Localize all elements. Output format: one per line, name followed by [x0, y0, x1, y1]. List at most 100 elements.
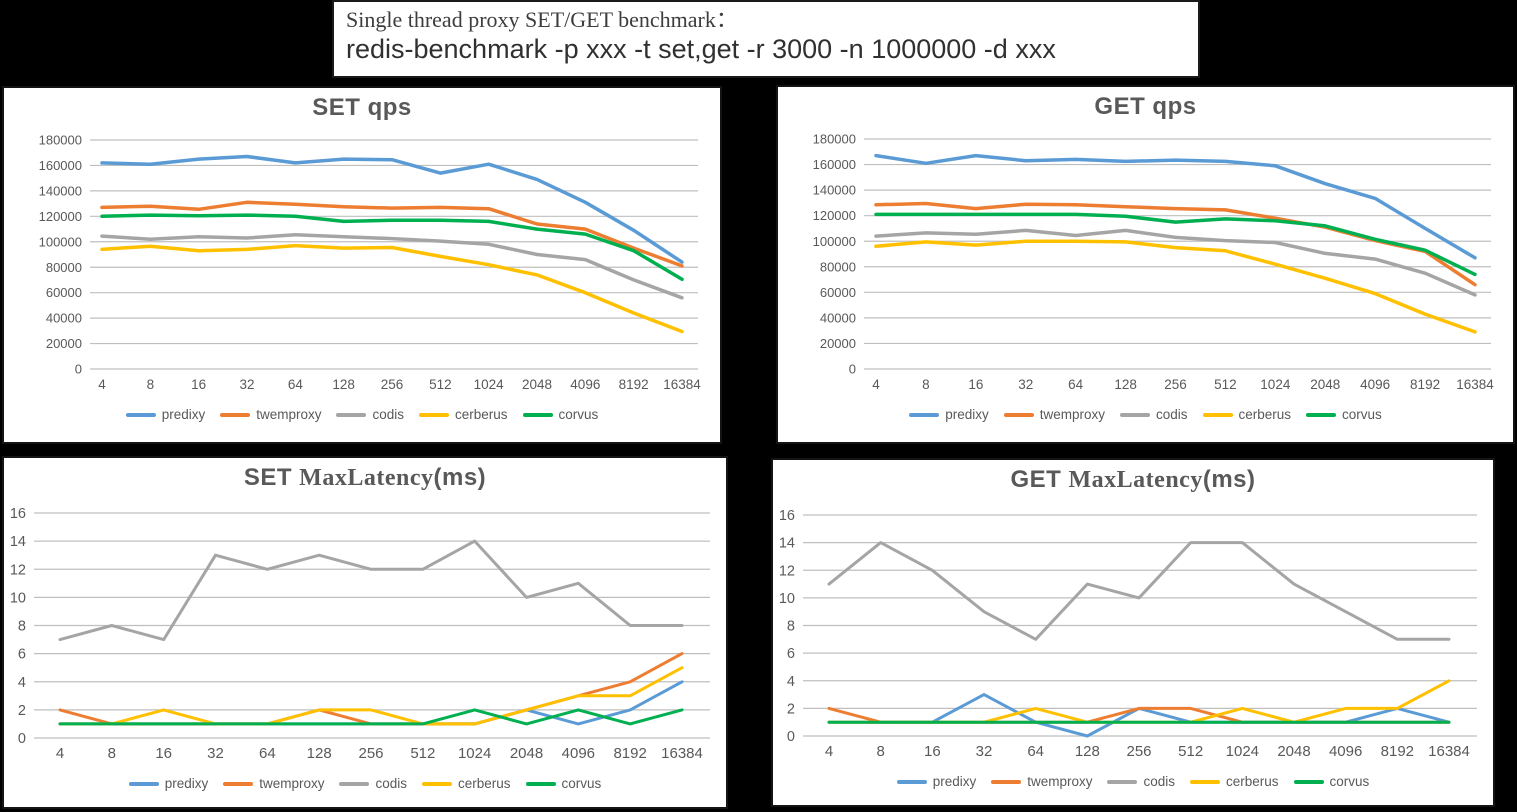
legend-swatch-corvus — [525, 781, 556, 786]
chart-title-segment: SET — [243, 464, 300, 491]
y-tick-label: 10 — [779, 591, 795, 607]
x-tick-label: 32 — [207, 745, 224, 762]
x-tick-label: 4 — [825, 743, 833, 760]
x-tick-label: 512 — [429, 377, 452, 392]
chart-get-qps: 0 20000 40000 60000 80000 100000 120000 140000 1… — [813, 132, 1495, 392]
y-tick-label: 4 — [787, 674, 795, 690]
legend-swatch-twemproxy — [223, 781, 254, 786]
x-tick-label: 512 — [1214, 377, 1237, 392]
legend-label: twemproxy — [259, 776, 325, 791]
chart-panel-get-maxlatency: GET MaxLatency(ms) predixy twemproxy codis… — [771, 458, 1495, 807]
chart-title-segment: GET qps — [1094, 93, 1197, 120]
legend-label: predixy — [945, 407, 989, 422]
legend-item-codis: codis — [339, 776, 407, 791]
y-tick-label: 80000 — [46, 260, 82, 275]
y-tick-label: 40000 — [46, 311, 82, 326]
x-tick-label: 64 — [1027, 743, 1044, 760]
x-tick-label: 8 — [147, 377, 155, 392]
chart-title-get-qps: GET qps — [778, 93, 1513, 121]
chart-panel-get-qps: GET qps predixy twemproxy codis cerberus cor… — [776, 85, 1515, 444]
y-tick-label: 14 — [10, 534, 26, 550]
y-tick-label: 12 — [10, 562, 26, 578]
x-tick-label: 8192 — [1410, 377, 1440, 392]
legend-item-codis: codis — [336, 407, 404, 422]
legend-label: cerberus — [455, 407, 508, 422]
legend-label: predixy — [161, 407, 206, 422]
y-tick-label: 16 — [10, 506, 26, 522]
legend-swatch-corvus — [1306, 412, 1337, 417]
x-tick-label: 4 — [98, 377, 106, 392]
legend-swatch-corvus — [1293, 779, 1324, 784]
legend-label: cerberus — [1238, 407, 1292, 422]
y-tick-label: 160000 — [813, 157, 856, 172]
legend-item-cerberus: cerberus — [1202, 407, 1292, 422]
legend-item-corvus: corvus — [1293, 774, 1370, 789]
chart-set-qps: 0 20000 40000 60000 80000 100000 120000 140000 1… — [39, 133, 702, 392]
series-line-codis — [58, 539, 684, 642]
legend-item-cerberus: cerberus — [419, 407, 508, 422]
legend-swatch-corvus — [522, 412, 553, 417]
benchmark-command: redis-benchmark -p xxx -t set,get -r 300… — [346, 33, 1056, 64]
y-tick-label: 16 — [779, 508, 795, 524]
y-tick-label: 160000 — [39, 158, 82, 173]
series-line-predixy — [58, 680, 684, 726]
y-tick-label: 12 — [779, 563, 795, 579]
legend-item-cerberus: cerberus — [1190, 774, 1279, 789]
legend-label: corvus — [558, 407, 599, 422]
chart-title-segment: (ms) — [433, 464, 487, 491]
y-tick-label: 8 — [787, 619, 795, 635]
x-tick-label: 128 — [1114, 377, 1137, 392]
y-tick-label: 0 — [787, 729, 795, 745]
legend-item-twemproxy: twemproxy — [220, 407, 321, 422]
series-line-predixy — [100, 154, 684, 264]
x-tick-label: 2048 — [522, 377, 552, 392]
legend-swatch-predixy — [125, 412, 156, 417]
y-tick-label: 20000 — [820, 336, 856, 351]
legend-label: cerberus — [1226, 774, 1279, 789]
legend-label: corvus — [1329, 774, 1370, 789]
legend-swatch-cerberus — [419, 412, 449, 417]
y-tick-label: 80000 — [820, 259, 856, 274]
legend-swatch-codis — [1119, 412, 1150, 417]
x-tick-label: 8 — [108, 745, 116, 762]
legend-item-corvus: corvus — [1306, 407, 1382, 422]
x-tick-label: 16384 — [1428, 743, 1470, 760]
series-line-cerberus — [874, 239, 1477, 334]
y-tick-label: 0 — [849, 362, 856, 377]
x-tick-label: 256 — [381, 377, 404, 392]
y-tick-label: 180000 — [39, 133, 82, 148]
y-tick-label: 120000 — [39, 209, 82, 224]
legend-label: predixy — [164, 776, 209, 791]
x-tick-label: 4 — [56, 745, 64, 762]
legend-swatch-codis — [339, 781, 370, 786]
y-tick-label: 60000 — [46, 285, 82, 300]
x-tick-label: 16 — [924, 743, 941, 760]
legend-swatch-twemproxy — [220, 412, 251, 417]
chart-set-maxlatency: 0 2 4 6 8 10 12 14 16 4 8 16 32 64 128 256 512 1024 2048 40… — [10, 506, 710, 762]
x-tick-label: 512 — [1178, 743, 1203, 760]
y-tick-label: 40000 — [820, 310, 856, 325]
legend-swatch-twemproxy — [1003, 412, 1034, 417]
legend-label: corvus — [561, 776, 602, 791]
legend-item-codis: codis — [1119, 407, 1188, 422]
chart-title-segment: MaxLatency — [299, 465, 434, 491]
x-tick-label: 16384 — [1456, 377, 1494, 392]
benchmark-title: Single thread proxy SET/GET benchmark： — [346, 7, 738, 32]
legend-label: twemproxy — [1039, 407, 1105, 422]
x-tick-label: 512 — [410, 745, 435, 762]
legend-label: codis — [1155, 407, 1188, 422]
chart-title-segment: MaxLatency — [1068, 467, 1203, 493]
series-line-codis — [827, 541, 1451, 641]
x-tick-label: 64 — [288, 377, 304, 392]
legend-swatch-predixy — [909, 412, 940, 417]
legend-label: codis — [375, 776, 407, 791]
chart-get-maxlatency: 0 2 4 6 8 10 12 14 16 4 8 16 32 64 128 256 512 1024 2048 40… — [779, 508, 1477, 760]
y-tick-label: 20000 — [46, 336, 82, 351]
x-tick-label: 16 — [191, 377, 206, 392]
y-tick-label: 2 — [18, 703, 26, 719]
y-tick-label: 10 — [10, 590, 26, 606]
x-tick-label: 32 — [239, 377, 254, 392]
legend-item-predixy: predixy — [125, 407, 206, 422]
y-tick-label: 4 — [18, 675, 26, 691]
legend-swatch-twemproxy — [991, 779, 1022, 784]
